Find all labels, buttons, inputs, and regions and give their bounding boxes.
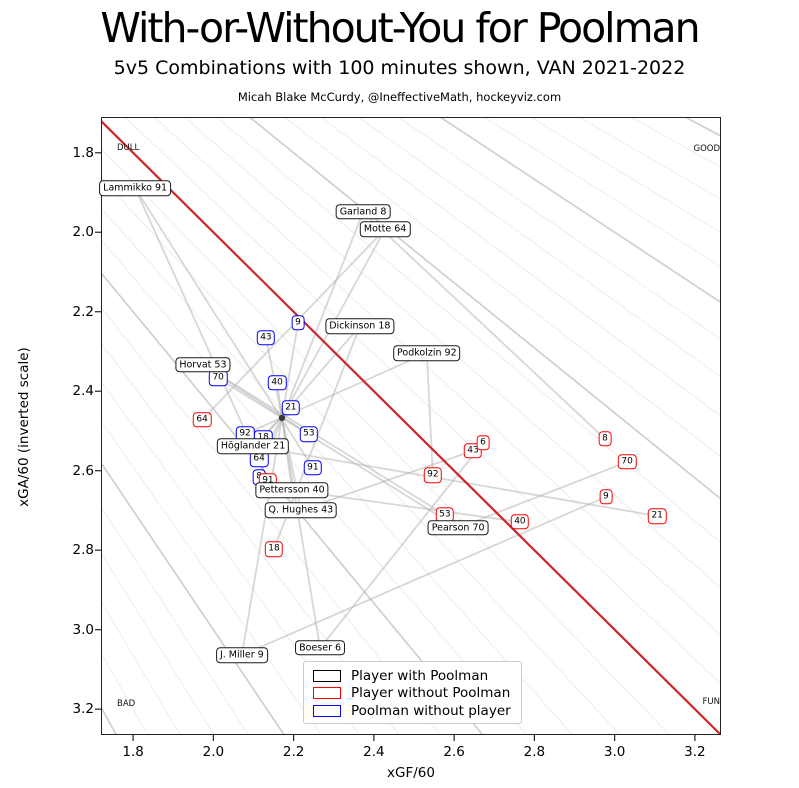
legend: Player with Poolman Player without Poolma… [303, 661, 522, 724]
legend-swatch-icon [313, 704, 341, 717]
x-axis-label: xGF/60 [387, 765, 435, 781]
legend-row-2: Poolman without player [313, 702, 512, 720]
corner-label-fun: FUN [702, 697, 720, 707]
legend-label: Player with Poolman [351, 667, 489, 684]
corner-label-bad: BAD [117, 699, 136, 709]
legend-label: Player without Poolman [351, 685, 511, 702]
y-axis-label: xGA/60 (inverted scale) [16, 347, 32, 507]
corner-label-good: GOOD [693, 144, 720, 154]
plot-frame [101, 117, 721, 735]
legend-row-0: Player with Poolman [313, 667, 512, 685]
legend-swatch-icon [313, 687, 341, 700]
chart-credit: Micah Blake McCurdy, @IneffectiveMath, h… [237, 90, 562, 104]
chart-subtitle: 5v5 Combinations with 100 minutes shown,… [113, 57, 686, 79]
legend-label: Poolman without player [351, 702, 511, 719]
legend-row-1: Player without Poolman [313, 685, 512, 703]
chart-title: With-or-Without-You for Poolman [100, 4, 700, 52]
legend-swatch-icon [313, 669, 341, 682]
corner-label-dull: DULL [117, 143, 140, 153]
